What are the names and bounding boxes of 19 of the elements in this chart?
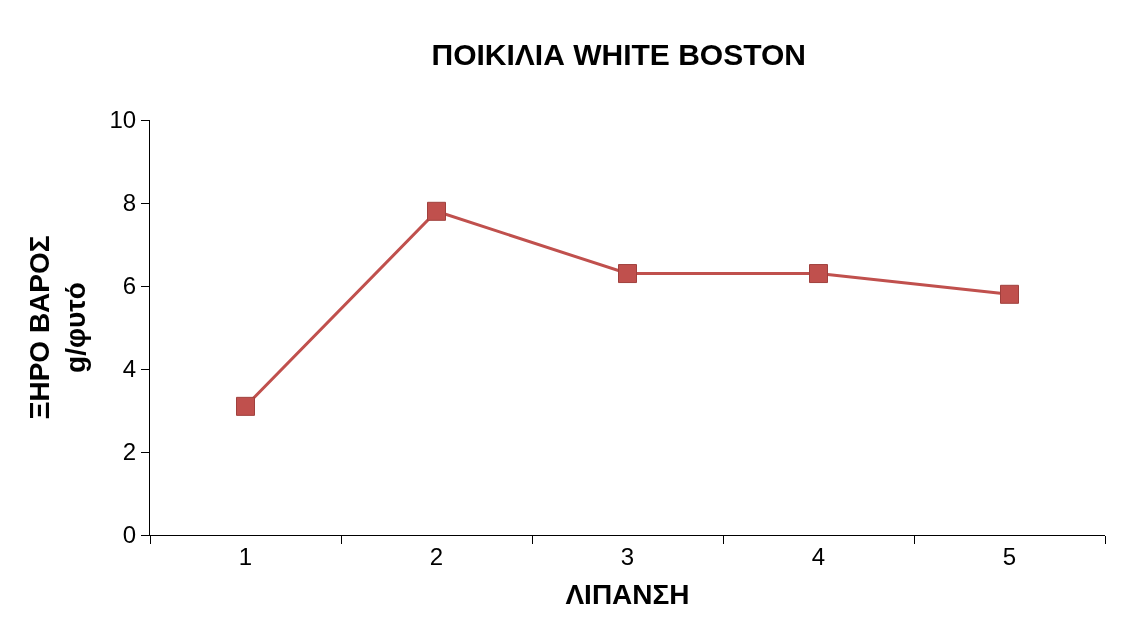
x-tick-label: 3 <box>620 542 635 570</box>
x-tick-label: 4 <box>811 542 826 570</box>
y-tick-label: 4 <box>122 355 137 383</box>
y-tick-label: 6 <box>122 272 137 300</box>
y-tick-label: 8 <box>122 189 137 217</box>
x-axis-title: ΛΙΠΑΝΣΗ <box>565 578 690 610</box>
y-tick-label: 10 <box>109 106 137 134</box>
point <box>236 396 255 416</box>
x-tick-label: 5 <box>1002 542 1017 570</box>
y-axis-title: ΞΗΡΟ ΒΑΡΟΣ g/φυτό <box>23 235 92 420</box>
y-tick-label: 2 <box>122 438 137 466</box>
x-tick-label: 1 <box>238 542 253 570</box>
point <box>427 201 446 221</box>
x-tick-label: 2 <box>429 542 444 570</box>
y-tick-label: 0 <box>122 521 137 549</box>
chart-title: ΠΟΙΚΙΛΙΑ WHITE BOSTON <box>431 38 806 72</box>
point <box>1000 284 1019 304</box>
point <box>618 264 637 284</box>
point <box>809 264 828 284</box>
